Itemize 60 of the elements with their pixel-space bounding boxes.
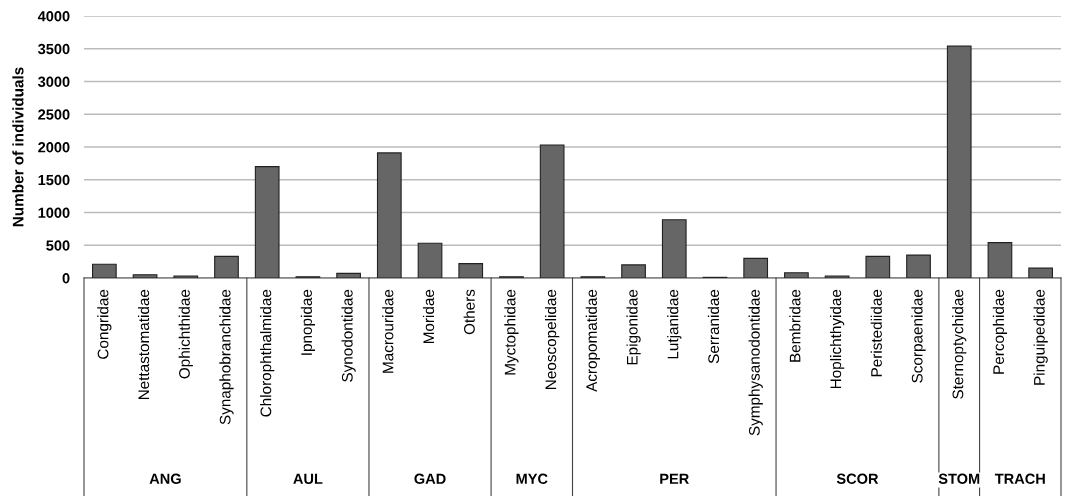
x-tick-label: Symphysanodontidae [748, 289, 763, 436]
y-tick-label: 1000 [38, 207, 70, 218]
x-tick-label: Scorpaenidae [911, 289, 926, 383]
text: GAD [414, 473, 446, 484]
y-tick-label: 2000 [38, 142, 70, 153]
y-tick-label: 0 [62, 273, 70, 284]
text: AUL [293, 473, 323, 484]
bar [214, 255, 239, 278]
bar [336, 272, 361, 278]
x-tick-label: Myctophidae [504, 289, 519, 375]
x-tick-label: Moridae [422, 289, 435, 344]
x-tick-label: Acropomatidae [585, 289, 600, 392]
y-tick-label: 500 [46, 240, 70, 251]
bar [132, 274, 158, 278]
text: SCOR [836, 473, 879, 484]
x-tick-label: Macrouridae [382, 289, 394, 373]
bar [91, 263, 117, 278]
x-tick-label: Hoplichthyidae [829, 289, 845, 389]
x-tick-label: Sternoptychidae [952, 289, 967, 399]
x-tick-label: Percophidae [992, 289, 1008, 374]
x-tick-label: Bembridae [789, 289, 801, 362]
x-tick-label: Ophichthidae [178, 289, 193, 379]
bar [946, 45, 972, 278]
bar [376, 152, 402, 278]
bar [1028, 267, 1054, 278]
text: PER [660, 473, 689, 484]
text: MYC [516, 473, 548, 484]
x-tick-label: Nettastomatidae [137, 289, 150, 400]
y-tick-label: 4000 [37, 11, 70, 22]
text: ANG [149, 473, 181, 484]
x-tick-label: Congridae [97, 289, 112, 359]
y-tick-label: 2500 [38, 109, 70, 120]
bar [865, 255, 891, 278]
x-tick-label: Serranidae [707, 289, 720, 364]
bar [784, 272, 809, 278]
x-tick-label: Synodontidae [341, 289, 356, 382]
bar [458, 263, 484, 278]
bar [661, 219, 687, 278]
bar [906, 254, 931, 278]
bar [539, 144, 565, 278]
y-tick-label: 3000 [38, 76, 70, 87]
x-tick-label: Ipnopidae [300, 289, 316, 355]
x-tick-label: Neoscopelidae [545, 289, 560, 389]
y-axis-title: Number of individuals [12, 67, 24, 227]
x-tick-label: Synaphobranchidae [219, 289, 234, 425]
x-tick-label: Others [463, 289, 475, 335]
y-tick-label: 1500 [38, 174, 70, 186]
x-tick-label: Epigonidae [626, 289, 641, 365]
text: STOM [938, 473, 980, 484]
x-tick-label: Lutjanidae [667, 289, 682, 359]
text: TRACH [994, 473, 1045, 484]
bar [417, 242, 443, 278]
y-tick-label: 3500 [38, 43, 70, 55]
bar [987, 242, 1013, 278]
x-tick-label: Chlorophthalmidae [260, 289, 275, 417]
x-tick-label: Pinguipedidae [1033, 289, 1048, 385]
x-tick-label: Peristediidae [870, 289, 882, 377]
bar [621, 264, 646, 278]
bar [743, 257, 769, 278]
bar [254, 166, 280, 278]
